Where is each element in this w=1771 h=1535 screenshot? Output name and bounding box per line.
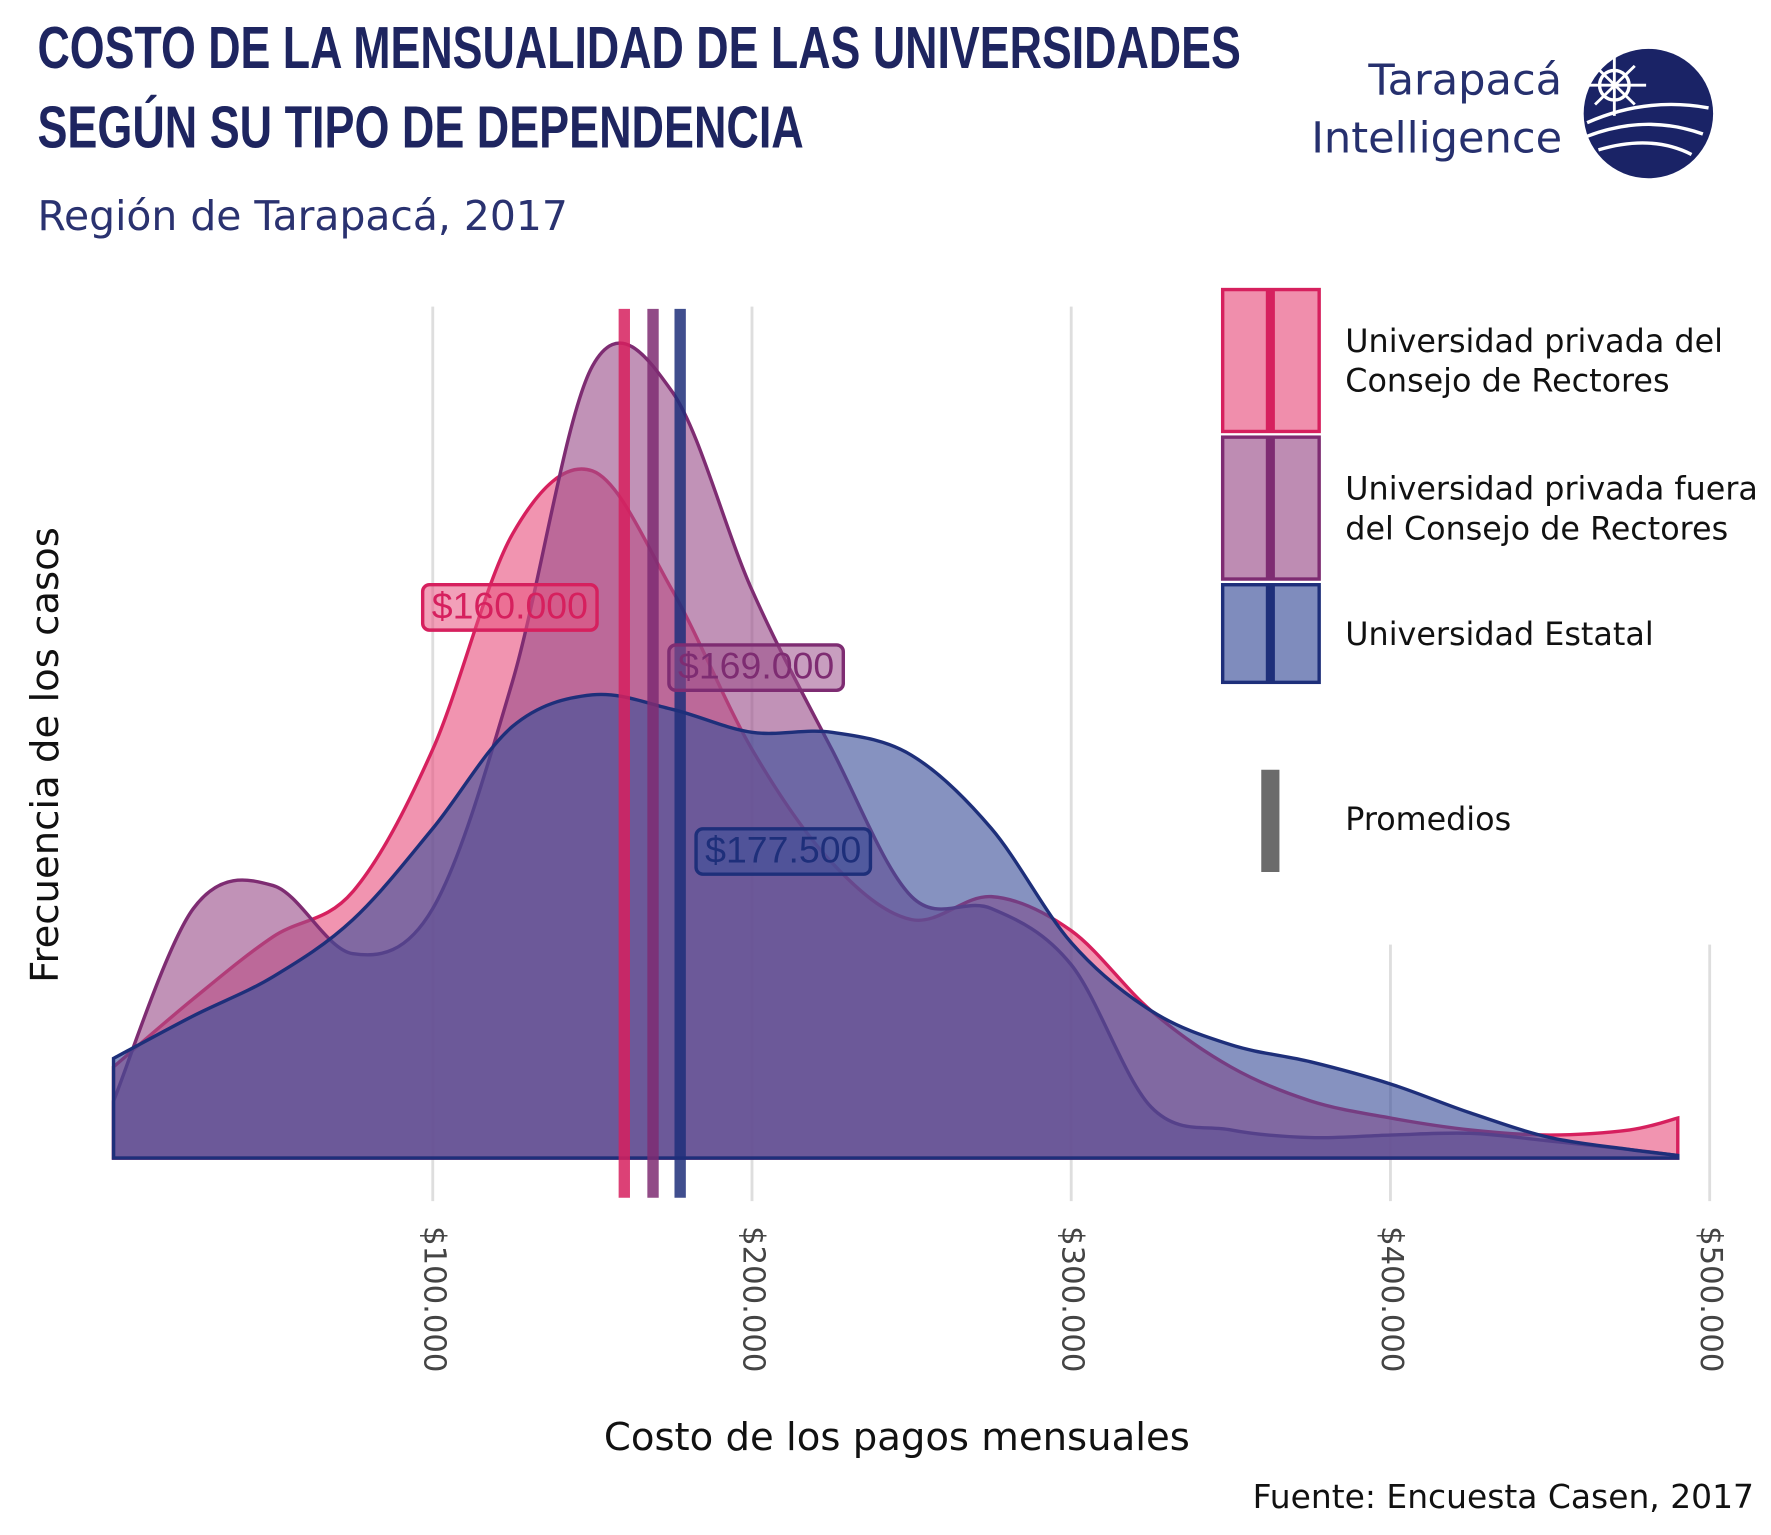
source: Fuente: Encuesta Casen, 2017	[1253, 1477, 1754, 1516]
legend-text: Universidad privada del Consejo de Recto…	[1345, 321, 1723, 400]
logo-text: Intelligence	[1311, 113, 1562, 163]
logo-mark	[1583, 48, 1714, 179]
x-tick-label: $500.000	[1693, 1226, 1728, 1372]
x-tick-label: $300.000	[1055, 1226, 1090, 1372]
mean-label-text: $169.000	[678, 645, 834, 687]
x-tick-label: $200.000	[735, 1226, 770, 1372]
x-tick-label: $100.000	[416, 1226, 451, 1372]
chart-title: COSTO DE LA MENSUALIDAD DE LAS UNIVERSID…	[37, 15, 1240, 81]
mean-label: $177.500	[694, 827, 873, 876]
logo-text: Tarapacá	[1367, 55, 1562, 105]
legend-text: Promedios	[1345, 802, 1511, 838]
chart-subtitle: Región de Tarapacá, 2017	[37, 192, 567, 240]
legend-label: Universidad Estatal	[1345, 614, 1654, 653]
x-axis-label: Costo de los pagos mensuales	[604, 1415, 1190, 1460]
mean-label-box	[420, 583, 599, 632]
legend-label: Universidad privada fuera del Consejo de…	[1345, 469, 1758, 547]
mean-label-box	[667, 643, 846, 693]
mean-label-box	[694, 827, 873, 876]
legend-label: Universidad privada del Consejo de Recto…	[1345, 321, 1723, 400]
legend-text: Universidad privada fuera del Consejo de…	[1345, 469, 1758, 547]
mean-label: $169.000	[667, 643, 846, 693]
legend-text: Universidad Estatal	[1345, 614, 1654, 653]
density-area	[111, 692, 1680, 1160]
mean-label-text: $160.000	[432, 584, 588, 626]
mean-label: $160.000	[420, 583, 599, 632]
y-axis-label: Frecuencia de los casos	[23, 527, 68, 983]
mean-label-text: $177.500	[705, 829, 861, 871]
chart-title: SEGÚN SU TIPO DE DEPENDENCIA	[37, 94, 803, 160]
x-tick-label: $400.000	[1374, 1226, 1409, 1372]
